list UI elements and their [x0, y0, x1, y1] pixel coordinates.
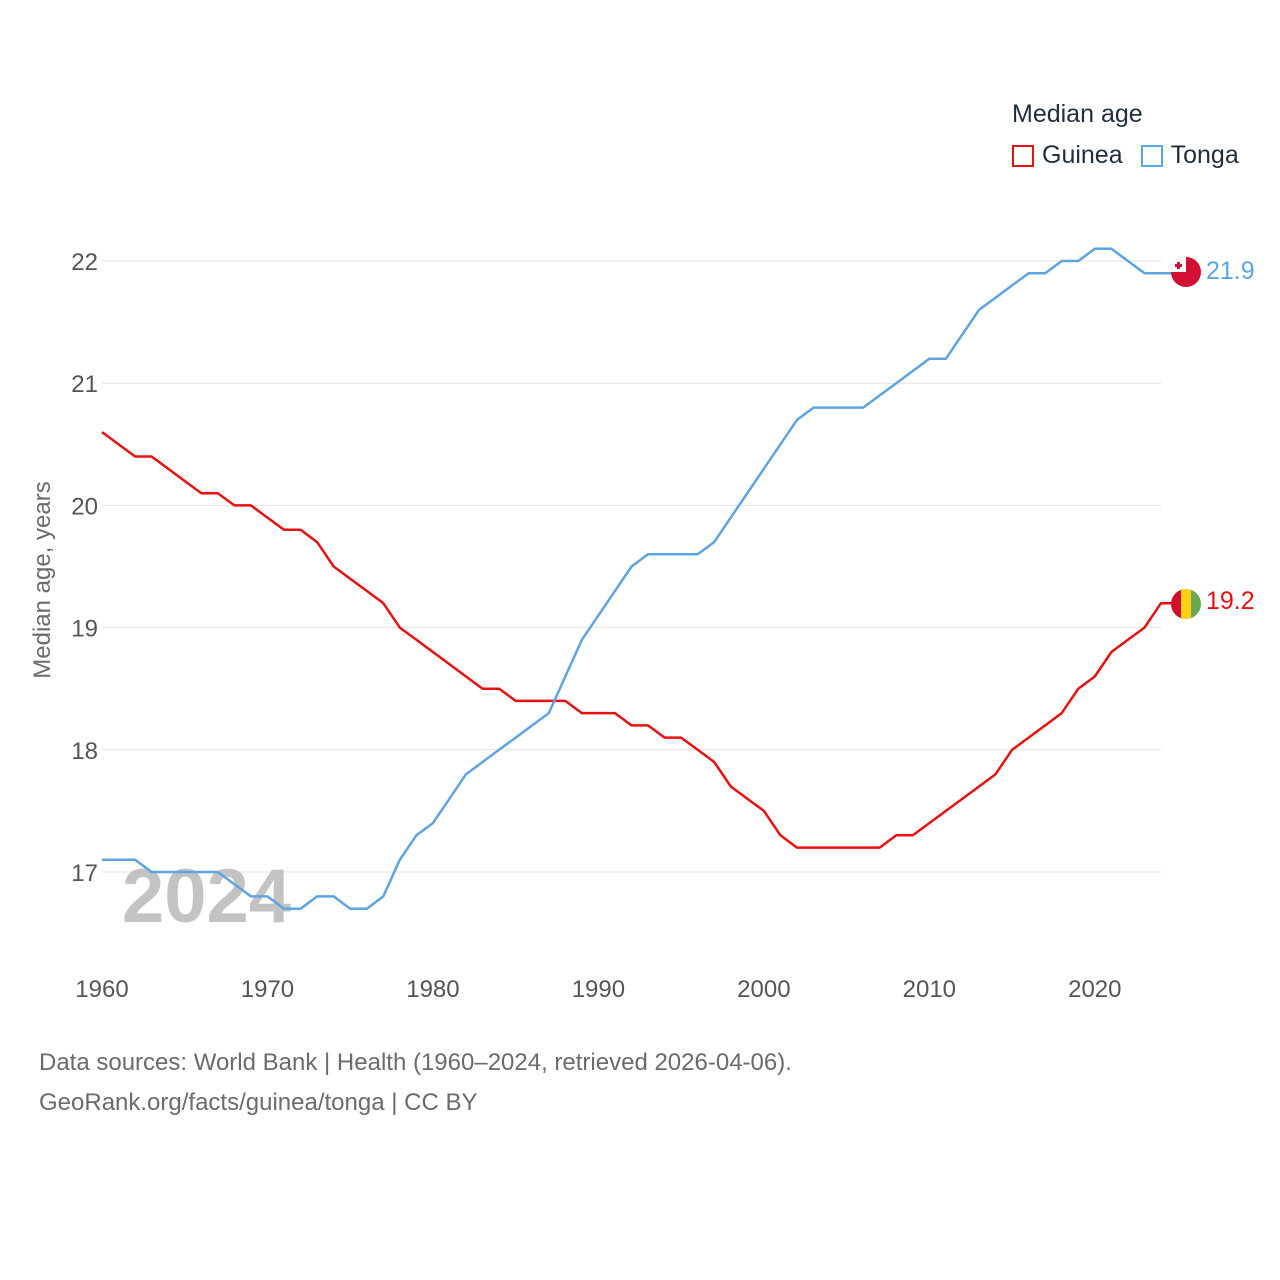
x-tick-label: 1960	[75, 976, 128, 1003]
x-tick-label: 2000	[737, 976, 790, 1003]
x-tick-label: 2020	[1068, 976, 1121, 1003]
tonga-swatch	[1140, 144, 1163, 167]
grid-lines	[102, 260, 1161, 873]
guinea-flag-icon	[1171, 589, 1201, 619]
footer-link-line[interactable]: GeoRank.org/facts/guinea/tonga | CC BY	[39, 1089, 478, 1116]
tonga-flag-icon	[1171, 257, 1201, 287]
x-tick-label: 1990	[572, 976, 625, 1003]
guinea-end-value: 19.2	[1206, 587, 1255, 615]
footer-sources: Data sources: World Bank | Health (1960–…	[39, 1043, 792, 1123]
y-axis: 17 18 19 20 21 22	[71, 249, 98, 887]
y-tick-label: 22	[71, 249, 98, 276]
series-lines	[101, 247, 1172, 910]
y-axis-label: Median age, years	[29, 481, 56, 678]
footer-source-line: Data sources: World Bank | Health (1960–…	[39, 1049, 792, 1076]
x-tick-label: 1970	[241, 976, 294, 1003]
tonga-end-value: 21.9	[1206, 257, 1255, 285]
legend-title: Median age	[1012, 100, 1143, 128]
y-tick-label: 17	[71, 860, 98, 887]
legend-label-tonga: Tonga	[1170, 141, 1239, 169]
y-tick-label: 19	[71, 616, 98, 643]
x-axis: 1960 1970 1980 1990 2000 2010 2020	[75, 976, 1121, 1003]
x-tick-label: 1980	[406, 976, 459, 1003]
series-line-tonga[interactable]	[102, 247, 1172, 910]
x-tick-label: 2010	[903, 976, 956, 1003]
legend-item-guinea[interactable]: Guinea	[1012, 141, 1123, 170]
legend-label-guinea: Guinea	[1042, 141, 1123, 169]
legend: Guinea Tonga	[1012, 141, 1257, 170]
end-markers: 21.9 19.2	[1171, 257, 1255, 619]
y-tick-label: 20	[71, 493, 98, 520]
series-line-guinea[interactable]	[101, 431, 1172, 849]
y-tick-label: 21	[71, 371, 98, 398]
guinea-swatch	[1012, 144, 1034, 167]
legend-item-tonga[interactable]: Tonga	[1140, 141, 1239, 170]
y-tick-label: 18	[71, 738, 98, 765]
